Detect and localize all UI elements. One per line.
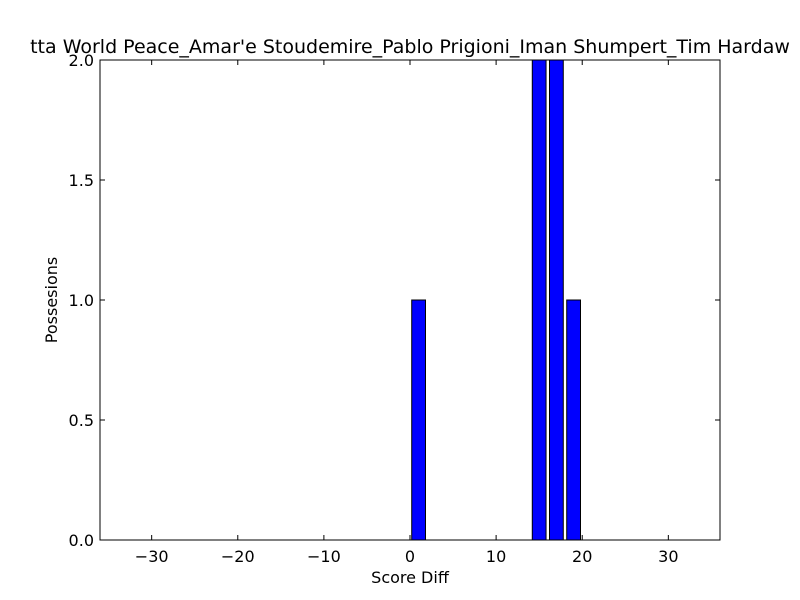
y-tick-label: 1.0: [69, 291, 94, 310]
x-tick-label: −20: [221, 547, 255, 566]
y-tick-label: 0.5: [69, 411, 94, 430]
x-tick-label: 20: [572, 547, 592, 566]
bar-15: [531, 59, 547, 541]
y-axis-label: Possesions: [42, 257, 61, 343]
x-tick-label: 10: [486, 547, 506, 566]
x-axis-label: Score Diff: [371, 568, 450, 587]
x-tick-label: −30: [135, 547, 169, 566]
chart-title: tta World Peace_Amar'e Stoudemire_Pablo …: [30, 36, 790, 58]
bar-19: [566, 299, 581, 541]
x-tick-label: −10: [307, 547, 341, 566]
x-tick-label: 0: [405, 547, 415, 566]
y-tick-label: 1.5: [69, 171, 94, 190]
bar-1: [411, 299, 427, 541]
bars-group: [411, 59, 581, 541]
ticks-group: −30 −20 −10 0 10 20 30 0.0 0.5 1.0 1.5 2.0: [69, 51, 720, 566]
plot-frame: [99, 59, 721, 541]
y-tick-label: 2.0: [69, 51, 94, 70]
bar-17: [549, 59, 564, 541]
x-tick-label: 30: [658, 547, 678, 566]
y-tick-label: 0.0: [69, 531, 94, 550]
